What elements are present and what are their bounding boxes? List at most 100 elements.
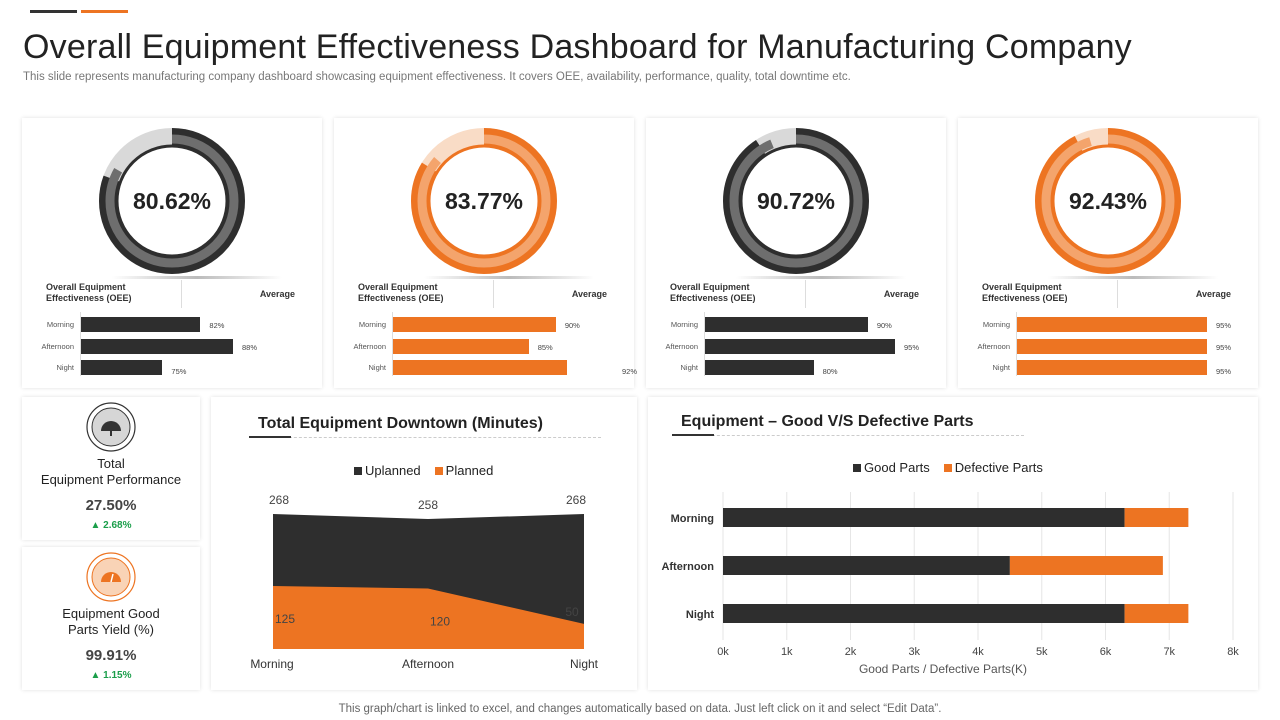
row-label: Night	[992, 363, 1010, 372]
oee-bar	[393, 360, 567, 375]
row-label: Morning	[982, 320, 1010, 329]
oee-donut	[411, 128, 557, 274]
oee-bar	[1017, 360, 1207, 375]
x-tick-label: 0k	[717, 646, 729, 658]
donut-inner-arc	[417, 134, 551, 268]
gauge-icon	[86, 552, 136, 602]
divider	[1048, 276, 1218, 279]
oee-bar	[393, 338, 529, 354]
parts-bar-chart: 0k 1k 2k 3k 4k 5k 6k 7k 8k Morning Afternoon Night G…	[661, 492, 1239, 676]
downtime-chart-title: Total Equipment Downtown (Minutes)	[258, 415, 543, 432]
kpi-delta: ▲ 1.15%	[90, 670, 132, 681]
data-label: 258	[418, 498, 438, 512]
oee-bar-label: 95%	[1216, 367, 1232, 376]
bar-good-parts	[723, 508, 1125, 527]
oee-bar-label: 95%	[1216, 321, 1232, 330]
row-label: Night	[368, 363, 386, 372]
x-tick-label: 6k	[1100, 646, 1112, 658]
oee-bar-label: 88%	[242, 342, 258, 352]
oee-label: Overall Equipment Effectiveness (OEE)	[670, 282, 756, 303]
row-label: Morning	[358, 320, 386, 329]
parts-chart-title: Equipment – Good V/S Defective Parts	[681, 413, 974, 430]
oee-bar-label: 90%	[564, 321, 580, 330]
divider	[493, 280, 494, 308]
divider	[181, 280, 182, 308]
row-label: Night	[56, 363, 74, 372]
oee-bar-label: 90%	[876, 321, 892, 330]
oee-bar	[705, 338, 895, 354]
bar-good-parts	[723, 604, 1125, 623]
average-label: Average	[1195, 289, 1231, 299]
donut-inner-arc	[729, 134, 863, 268]
average-label: Average	[259, 289, 295, 299]
x-tick-label: 7k	[1163, 646, 1175, 658]
donut-center	[115, 144, 229, 258]
row-label: Morning	[670, 320, 698, 329]
oee-bar-label: 95%	[1216, 342, 1232, 352]
divider	[736, 276, 906, 279]
row-label: Night	[680, 363, 698, 372]
oee-bar	[81, 338, 233, 354]
oee-bar-label: 82%	[209, 321, 225, 330]
oee-donut	[99, 128, 245, 274]
donut-inner-arc	[105, 134, 239, 268]
data-label: 120	[430, 615, 450, 629]
row-label: Afternoon	[977, 341, 1010, 351]
x-tick-label: 1k	[781, 646, 793, 658]
bar-defective-parts	[1009, 556, 1163, 575]
legend-item-good: Good Parts	[853, 460, 930, 475]
bar-defective-parts	[1124, 508, 1189, 527]
area-planned	[273, 586, 584, 649]
donut-inner-arc	[1041, 134, 1175, 268]
oee-bar	[81, 360, 163, 375]
x-tick-label: 2k	[845, 646, 857, 658]
row-label: Morning	[46, 320, 74, 329]
divider	[805, 280, 806, 308]
data-label: 50	[565, 605, 579, 619]
downtime-legend: Uplanned Planned	[354, 463, 493, 478]
oee-panel: 90.72% Overall Equipment Effectiveness (…	[646, 118, 946, 388]
oee-donut	[723, 128, 869, 274]
y-tick-label: Morning	[671, 513, 714, 525]
x-tick-label: Afternoon	[402, 657, 454, 671]
x-tick-label: 5k	[1036, 646, 1048, 658]
accent-bar-orange	[81, 10, 128, 13]
divider	[1117, 280, 1118, 308]
oee-donut	[1035, 128, 1181, 274]
oee-value: 90.72%	[756, 188, 835, 214]
oee-value: 80.62%	[132, 188, 211, 214]
speedometer-icon	[86, 402, 136, 452]
donut-center	[427, 144, 541, 258]
data-label: 268	[566, 493, 586, 507]
data-label: 268	[269, 493, 289, 507]
divider	[112, 276, 282, 279]
y-tick-label: Night	[686, 609, 714, 621]
x-axis-label: Good Parts / Defective Parts(K)	[859, 662, 1027, 676]
oee-label: Overall Equipment Effectiveness (OEE)	[358, 282, 444, 303]
page-subtitle: This slide represents manufacturing comp…	[23, 71, 851, 83]
kpi-title: Equipment Good Parts Yield (%)	[62, 606, 160, 637]
x-tick-label: 4k	[972, 646, 984, 658]
oee-value: 92.43%	[1068, 188, 1147, 214]
x-tick-label: 3k	[908, 646, 920, 658]
kpi-title: Total Equipment Performance	[40, 456, 182, 487]
oee-bar-label: 75%	[171, 367, 187, 376]
oee-bar-label: 80%	[822, 367, 838, 376]
row-label: Afternoon	[353, 341, 386, 351]
oee-bar	[393, 317, 556, 332]
bar-defective-parts	[1124, 604, 1189, 623]
kpi-card-performance: Total Equipment Performance 27.50% ▲ 2.68…	[22, 397, 200, 540]
footer-note: This graph/chart is linked to excel, and…	[338, 703, 942, 715]
donut-center	[739, 144, 853, 258]
oee-bar	[705, 317, 868, 332]
x-tick-label: 8k	[1227, 646, 1239, 658]
page-title: Overall Equipment Effectiveness Dashboar…	[23, 28, 1132, 66]
legend-item-defective: Defective Parts	[943, 460, 1043, 475]
parts-legend: Good Parts Defective Parts	[853, 460, 1043, 475]
legend-item-unplanned: Uplanned	[354, 463, 421, 478]
downtime-area-chart: 268 258 268 125 120 50 Morning Afternoon Night	[250, 493, 598, 671]
data-label: 125	[275, 612, 295, 626]
kpi-value: 27.50%	[85, 497, 137, 514]
oee-bar	[705, 360, 814, 375]
oee-bar	[81, 317, 201, 332]
